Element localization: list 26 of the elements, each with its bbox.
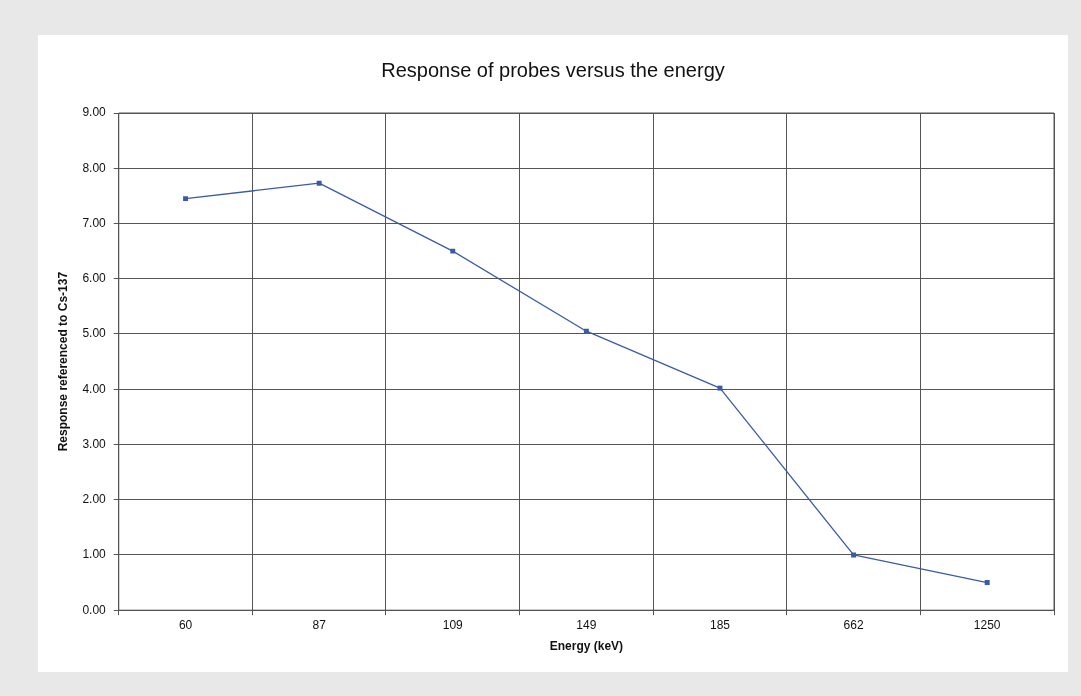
point <box>851 552 857 558</box>
chart-title: Response of probes versus the energy <box>381 58 725 81</box>
x-axis-title: Energy (keV) <box>549 639 624 654</box>
y-tick-label: 2.00 <box>82 492 107 507</box>
y-tick-label: 9.00 <box>82 105 107 120</box>
y-tick-label: 3.00 <box>82 436 107 451</box>
y-tick-label: 1.00 <box>82 547 107 562</box>
y-tick-label: 7.00 <box>82 215 107 230</box>
x-tick-label: 185 <box>709 617 731 632</box>
y-tick-label: 6.00 <box>82 271 107 286</box>
y-axis-title: Response referenced to Cs-137 <box>55 271 70 452</box>
x-tick-label: 662 <box>843 617 864 632</box>
y-tick-label: 5.00 <box>82 326 107 341</box>
point <box>984 580 990 586</box>
y-tick-label: 0.00 <box>82 602 107 617</box>
x-tick-label: 149 <box>576 617 597 632</box>
x-tick-label: 1250 <box>973 617 1001 632</box>
point <box>316 180 322 186</box>
y-tick-label: 8.00 <box>82 160 107 175</box>
point <box>183 196 189 202</box>
point <box>450 248 456 254</box>
x-tick-label: 87 <box>312 617 327 632</box>
point <box>583 328 589 334</box>
x-tick-label: 109 <box>442 617 464 632</box>
x-tick-label: 60 <box>178 617 193 632</box>
y-tick-label: 4.00 <box>82 381 107 396</box>
